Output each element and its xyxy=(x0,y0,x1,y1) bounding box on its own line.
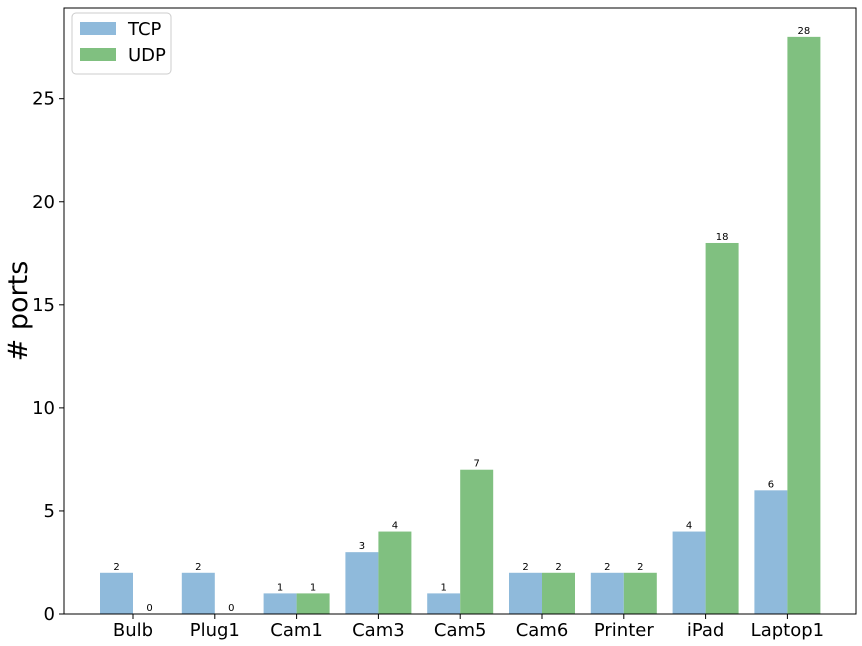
x-tick-label: Cam6 xyxy=(516,620,569,641)
bars-layer xyxy=(100,36,821,615)
data-labels-layer: 2 0 2 0 1 1 3 4 1 7 2 2 2 2 4 18 6 28 xyxy=(113,26,810,614)
bar-udp-cam1 xyxy=(296,593,330,614)
bar-tcp-laptop1 xyxy=(754,490,788,614)
data-label-udp-cam5: 7 xyxy=(474,459,480,470)
bar-udp-laptop1 xyxy=(787,36,821,615)
legend-swatch-udp xyxy=(80,48,116,61)
legend-swatch-tcp xyxy=(80,22,116,35)
data-label-udp-bulb: 0 xyxy=(146,603,152,614)
legend: TCP UDP xyxy=(71,12,172,75)
bar-tcp-cam6 xyxy=(509,572,542,614)
y-tick-label: 15 xyxy=(32,295,55,316)
y-axis-title: # ports xyxy=(3,261,34,362)
bar-udp-printer xyxy=(623,572,657,614)
data-label-udp-printer: 2 xyxy=(637,562,643,573)
data-label-tcp-cam3: 3 xyxy=(359,541,365,552)
data-label-tcp-laptop1: 6 xyxy=(768,479,774,490)
bar-udp-cam6 xyxy=(542,572,575,614)
bar-tcp-cam3 xyxy=(345,552,379,614)
data-label-tcp-cam1: 1 xyxy=(277,582,283,593)
x-axis: Bulb Plug1 Cam1 Cam3 Cam5 Cam6 Printer iPad Lapt… xyxy=(113,614,824,641)
bar-tcp-plug1 xyxy=(181,572,215,614)
data-label-udp-plug1: 0 xyxy=(228,603,234,614)
bar-udp-cam5 xyxy=(460,469,494,614)
x-tick-label: Plug1 xyxy=(190,620,240,641)
data-label-udp-laptop1: 28 xyxy=(798,26,811,37)
y-tick-label: 25 xyxy=(32,89,55,110)
data-label-udp-cam3: 4 xyxy=(392,521,398,532)
y-axis: 0 5 10 15 20 25 xyxy=(32,89,64,625)
bar-tcp-bulb xyxy=(100,572,133,614)
data-label-tcp-plug1: 2 xyxy=(195,562,201,573)
bar-udp-ipad xyxy=(705,242,739,614)
bar-tcp-printer xyxy=(590,572,624,614)
y-tick-label: 10 xyxy=(32,398,55,419)
x-tick-label: iPad xyxy=(687,620,725,641)
x-tick-label: Bulb xyxy=(113,620,153,641)
y-tick-label: 5 xyxy=(44,501,55,522)
y-tick-label: 0 xyxy=(44,604,55,625)
bar-tcp-cam5 xyxy=(427,593,461,614)
data-label-udp-cam6: 2 xyxy=(555,562,561,573)
data-label-tcp-ipad: 4 xyxy=(686,521,692,532)
x-tick-label: Laptop1 xyxy=(751,620,824,641)
bar-tcp-ipad xyxy=(672,531,706,614)
bar-tcp-cam1 xyxy=(263,593,297,614)
x-tick-label: Cam5 xyxy=(434,620,487,641)
data-label-tcp-bulb: 2 xyxy=(113,562,119,573)
data-label-udp-cam1: 1 xyxy=(310,582,316,593)
data-label-tcp-printer: 2 xyxy=(604,562,610,573)
data-label-udp-ipad: 18 xyxy=(716,232,729,243)
x-tick-label: Cam3 xyxy=(352,620,405,641)
legend-label-tcp: TCP xyxy=(127,19,162,40)
data-label-tcp-cam5: 1 xyxy=(441,582,447,593)
y-tick-label: 20 xyxy=(32,192,55,213)
x-tick-label: Cam1 xyxy=(270,620,323,641)
data-label-tcp-cam6: 2 xyxy=(522,562,528,573)
x-tick-label: Printer xyxy=(594,620,654,641)
bar-udp-cam3 xyxy=(378,531,412,614)
legend-label-udp: UDP xyxy=(128,45,166,66)
